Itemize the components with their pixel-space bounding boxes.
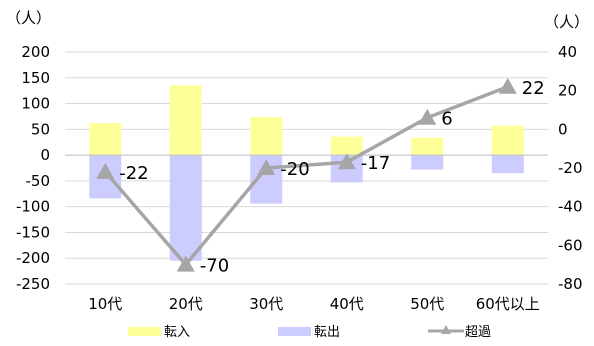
data-label: -17 xyxy=(361,153,390,174)
legend-swatch-outflow xyxy=(278,327,311,336)
right-tick-label: 0 xyxy=(558,120,568,138)
bar-inflow xyxy=(411,137,444,156)
left-tick-label: -200 xyxy=(16,249,50,267)
legend-swatch-inflow xyxy=(128,327,161,336)
axis-layer: 200150100500-50-100-150-200-25040200-20-… xyxy=(16,43,583,313)
legend: 転入 転出 超過 xyxy=(128,325,491,340)
line-excess xyxy=(103,85,509,267)
left-tick-label: -50 xyxy=(26,172,51,190)
right-tick-label: -40 xyxy=(558,198,583,216)
marker-excess xyxy=(96,162,115,179)
right-tick-label: 40 xyxy=(558,43,577,61)
category-label: 60代以上 xyxy=(476,295,540,313)
line-layer xyxy=(96,77,517,272)
right-tick-label: -60 xyxy=(558,236,583,254)
marker-excess xyxy=(176,255,195,272)
category-label: 20代 xyxy=(169,295,203,313)
data-label: 6 xyxy=(441,109,452,130)
bar-inflow xyxy=(491,125,524,156)
legend-label-outflow: 転出 xyxy=(314,325,340,340)
left-tick-label: 150 xyxy=(21,69,50,87)
legend-label-excess: 超過 xyxy=(465,325,491,340)
marker-excess xyxy=(337,153,356,170)
category-label: 50代 xyxy=(410,295,444,313)
bar-layer xyxy=(89,85,524,261)
left-tick-label: -150 xyxy=(16,223,50,241)
left-axis-unit: （人） xyxy=(6,9,51,27)
data-label: -70 xyxy=(200,256,229,277)
bar-inflow xyxy=(330,136,363,156)
data-label: -22 xyxy=(119,163,148,184)
legend-marker-excess xyxy=(441,325,451,334)
left-tick-label: 0 xyxy=(40,146,50,164)
right-axis-unit: （人） xyxy=(544,13,589,31)
marker-excess xyxy=(498,77,517,94)
data-label: -20 xyxy=(280,159,309,180)
left-tick-label: 50 xyxy=(31,120,50,138)
left-tick-label: 200 xyxy=(21,43,50,61)
marker-excess xyxy=(418,108,437,125)
bar-inflow xyxy=(250,116,283,156)
marker-excess xyxy=(257,159,276,175)
category-label: 10代 xyxy=(88,295,122,313)
left-tick-label: 100 xyxy=(21,95,50,113)
category-label: 40代 xyxy=(330,295,364,313)
bar-outflow xyxy=(169,155,202,261)
right-tick-label: 20 xyxy=(558,82,577,100)
right-tick-label: -20 xyxy=(558,159,583,177)
label-layer: -22 -70 -20 -17 6 22 xyxy=(119,78,544,277)
bar-outflow xyxy=(491,155,524,174)
bar-outflow xyxy=(411,155,444,170)
left-tick-label: -250 xyxy=(16,275,50,293)
left-tick-label: -100 xyxy=(16,198,50,216)
bar-inflow xyxy=(89,123,122,156)
data-label: 22 xyxy=(522,78,545,99)
bar-inflow xyxy=(169,85,202,156)
right-tick-label: -80 xyxy=(558,275,583,293)
category-label: 30代 xyxy=(249,295,283,313)
legend-label-inflow: 転入 xyxy=(164,325,190,340)
